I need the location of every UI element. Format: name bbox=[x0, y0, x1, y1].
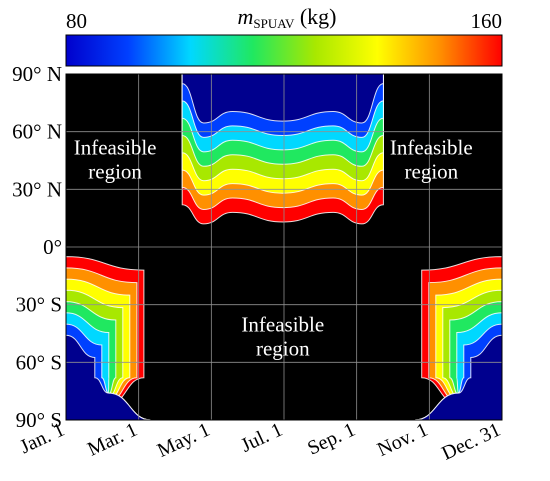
x-tick-label: Nov. 1 bbox=[374, 419, 431, 461]
x-axis-ticks: Jan. 1 Mar. 1 May. 1 Jul. 1 Sep. 1 Nov. 1 Dec.… bbox=[17, 419, 505, 465]
feasible-region-south-late bbox=[414, 256, 502, 420]
colorbar-min-label: 80 bbox=[66, 9, 87, 33]
x-tick-label: Mar. 1 bbox=[84, 419, 141, 461]
y-tick-label: 60° S bbox=[16, 350, 62, 374]
colorbar-title-symbol: m bbox=[238, 4, 254, 29]
plot-frame bbox=[65, 73, 503, 421]
colorbar bbox=[65, 34, 503, 67]
contour-band-north bbox=[181, 74, 384, 124]
colorbar-title-unit: (kg) bbox=[294, 4, 336, 29]
y-tick-label: 30° S bbox=[16, 293, 62, 317]
y-tick-label: 90° S bbox=[16, 408, 62, 432]
x-tick-label: Dec. 31 bbox=[438, 419, 504, 465]
y-tick-label: 90° N bbox=[12, 62, 62, 86]
colorbar-title: mSPUAV (kg) bbox=[238, 4, 337, 31]
y-tick-label: 0° bbox=[43, 235, 62, 259]
grid-lines bbox=[66, 74, 502, 420]
annotation-infeasible-line1: Infeasible bbox=[241, 312, 324, 336]
x-tick-label: May. 1 bbox=[154, 419, 213, 462]
contour-band-south bbox=[66, 334, 152, 420]
annotation-infeasible-line2: region bbox=[256, 336, 310, 360]
colorbar-title-subscript: SPUAV bbox=[253, 16, 295, 31]
annotation-infeasible-line1: Infeasible bbox=[390, 136, 473, 160]
x-tick-label: Jul. 1 bbox=[238, 419, 287, 457]
y-axis-ticks: 90° N 60° N 30° N 0° 30° S 60° S 90° S bbox=[12, 62, 62, 432]
plot-area: InfeasibleregionInfeasibleregionInfeasib… bbox=[66, 74, 502, 420]
contour-band-south bbox=[414, 334, 502, 420]
x-tick-label: Sep. 1 bbox=[304, 419, 359, 460]
annotation-infeasible-line2: region bbox=[88, 160, 142, 184]
feasible-region-south-early bbox=[66, 256, 152, 420]
annotations: InfeasibleregionInfeasibleregionInfeasib… bbox=[74, 136, 473, 361]
annotation-infeasible-line2: region bbox=[405, 160, 459, 184]
y-tick-label: 30° N bbox=[12, 177, 62, 201]
feasible-regions bbox=[66, 74, 502, 420]
feasible-region-north bbox=[181, 74, 384, 225]
colorbar-max-label: 160 bbox=[471, 9, 503, 33]
annotation-infeasible-line1: Infeasible bbox=[74, 136, 157, 160]
y-tick-label: 60° N bbox=[12, 120, 62, 144]
